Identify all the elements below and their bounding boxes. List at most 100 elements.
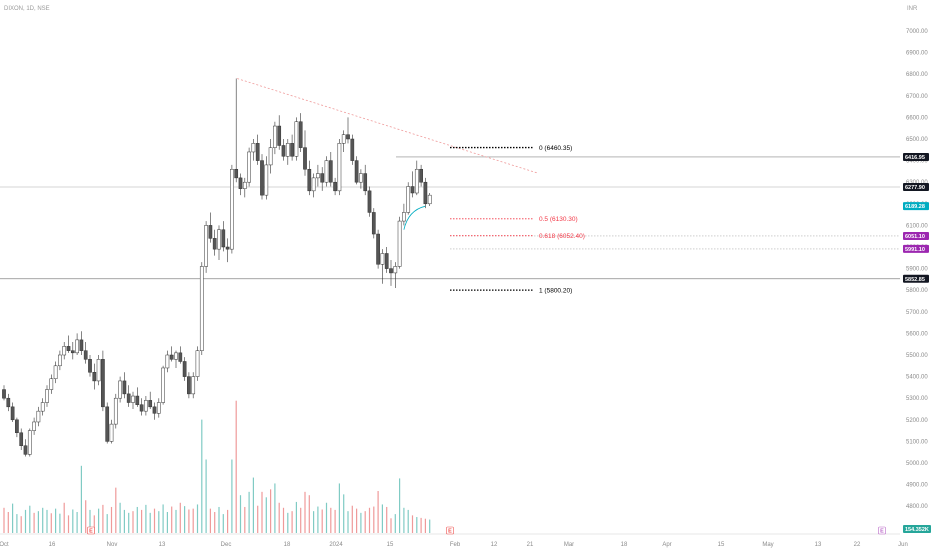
volume-bar xyxy=(381,504,383,533)
volume-bar xyxy=(282,507,285,533)
price-tags: 6416.95 6277.90 6189.28 6051.10 5991.10 5852.… xyxy=(87,152,931,535)
candle-body xyxy=(10,406,15,421)
volume-bar xyxy=(145,504,147,533)
volume-bar xyxy=(162,504,164,533)
volume-bar xyxy=(205,459,207,533)
candle-body xyxy=(234,168,239,179)
candle-body xyxy=(324,160,329,183)
earnings-marker xyxy=(87,526,95,535)
price-tick-label: 5700.00 xyxy=(906,310,928,316)
earnings-marker-label: E xyxy=(89,529,93,535)
candle-body xyxy=(406,186,411,213)
candle-body xyxy=(195,350,200,377)
volume-bar xyxy=(119,502,121,533)
volume-bar xyxy=(50,513,52,533)
volume-bar xyxy=(394,514,396,533)
candle-body xyxy=(58,354,62,367)
candle-body xyxy=(247,151,251,183)
candle-body xyxy=(23,445,28,455)
volume-bar xyxy=(214,512,216,533)
candle-body xyxy=(346,134,350,140)
candle-body xyxy=(204,225,208,267)
volume-bar xyxy=(115,487,117,533)
candle-body xyxy=(273,125,277,148)
volume-bar xyxy=(89,509,91,533)
volume-bar xyxy=(347,511,349,533)
price-lines xyxy=(0,78,900,280)
candle-body xyxy=(414,168,419,194)
volume-bar xyxy=(377,491,379,533)
candle-body xyxy=(135,395,140,405)
volume-bar xyxy=(360,512,362,533)
fib-label-0: 0 (6460.35) xyxy=(539,145,572,152)
candle-body xyxy=(285,143,290,157)
volume-bar xyxy=(59,513,61,533)
volume-bar xyxy=(364,511,366,533)
volume-bar xyxy=(158,511,160,533)
volume-bar xyxy=(429,519,431,533)
volume-bar xyxy=(76,512,78,533)
candle-body xyxy=(333,181,337,192)
candle-body xyxy=(15,419,19,434)
price-tick-label: 5000.00 xyxy=(906,461,928,467)
candle-body xyxy=(126,393,131,403)
volume-bar xyxy=(136,506,138,533)
volume-bar xyxy=(386,506,388,533)
candle-body xyxy=(169,354,174,360)
time-tick-label: 13 xyxy=(159,542,166,548)
candle-body xyxy=(165,354,170,369)
candle-body xyxy=(294,121,299,157)
fib-label-0.618: 0.618 (6052.40) xyxy=(539,233,585,240)
candle-body xyxy=(303,147,307,170)
volume-bar xyxy=(300,507,302,533)
candle-body xyxy=(208,225,213,239)
candle-body xyxy=(402,212,406,222)
price-tag-label: 5991.10 xyxy=(905,247,925,253)
candle-body xyxy=(363,173,368,192)
candle-body xyxy=(66,346,71,351)
candle-body xyxy=(79,339,84,351)
candle-body xyxy=(320,173,325,183)
volume-bar xyxy=(149,512,151,533)
volume-bar xyxy=(390,518,392,533)
price-tag xyxy=(903,152,929,161)
candle-body xyxy=(6,397,11,408)
volume-bar xyxy=(270,489,272,533)
candle-body xyxy=(148,400,153,408)
volume-bar xyxy=(231,459,233,533)
time-axis[interactable]: Oct 16 Nov 13 Dec 18 2024 15 Feb 12 21 Mar 18 Apr 15 Ma… xyxy=(0,542,908,548)
candle-body xyxy=(75,339,79,354)
volume-bar xyxy=(123,509,125,533)
candle-body xyxy=(70,350,75,354)
price-tag-label: 6277.90 xyxy=(905,185,925,191)
candle-body xyxy=(105,406,110,442)
volume-bar xyxy=(351,505,353,533)
volume-bar xyxy=(248,491,250,533)
volume-bar xyxy=(175,509,177,533)
price-tick-label: 5400.00 xyxy=(906,375,928,381)
volume-bar xyxy=(141,509,143,533)
candle-body xyxy=(260,160,264,196)
volume-bar xyxy=(278,502,280,533)
candle-body xyxy=(316,173,320,179)
time-tick-label: 22 xyxy=(854,542,861,548)
time-tick-label: Mar xyxy=(564,542,574,548)
candle-body xyxy=(191,376,196,395)
time-tick-label: 18 xyxy=(621,542,628,548)
volume-bar xyxy=(188,509,190,533)
time-tick-label: 13 xyxy=(815,542,822,548)
candle-body xyxy=(298,121,303,148)
candle-body xyxy=(109,423,114,442)
volume-bar xyxy=(67,515,70,533)
volume-bar xyxy=(244,506,246,533)
price-tag-label: 6189.28 xyxy=(905,204,925,210)
volume-bar xyxy=(20,516,22,533)
volume-bar xyxy=(287,512,289,533)
candle-body xyxy=(277,125,282,146)
trendline xyxy=(237,78,538,174)
time-tick-label: 15 xyxy=(718,542,725,548)
volume-bar xyxy=(93,515,95,533)
volume-bars xyxy=(3,400,431,533)
time-tick-label: Feb xyxy=(450,542,461,548)
